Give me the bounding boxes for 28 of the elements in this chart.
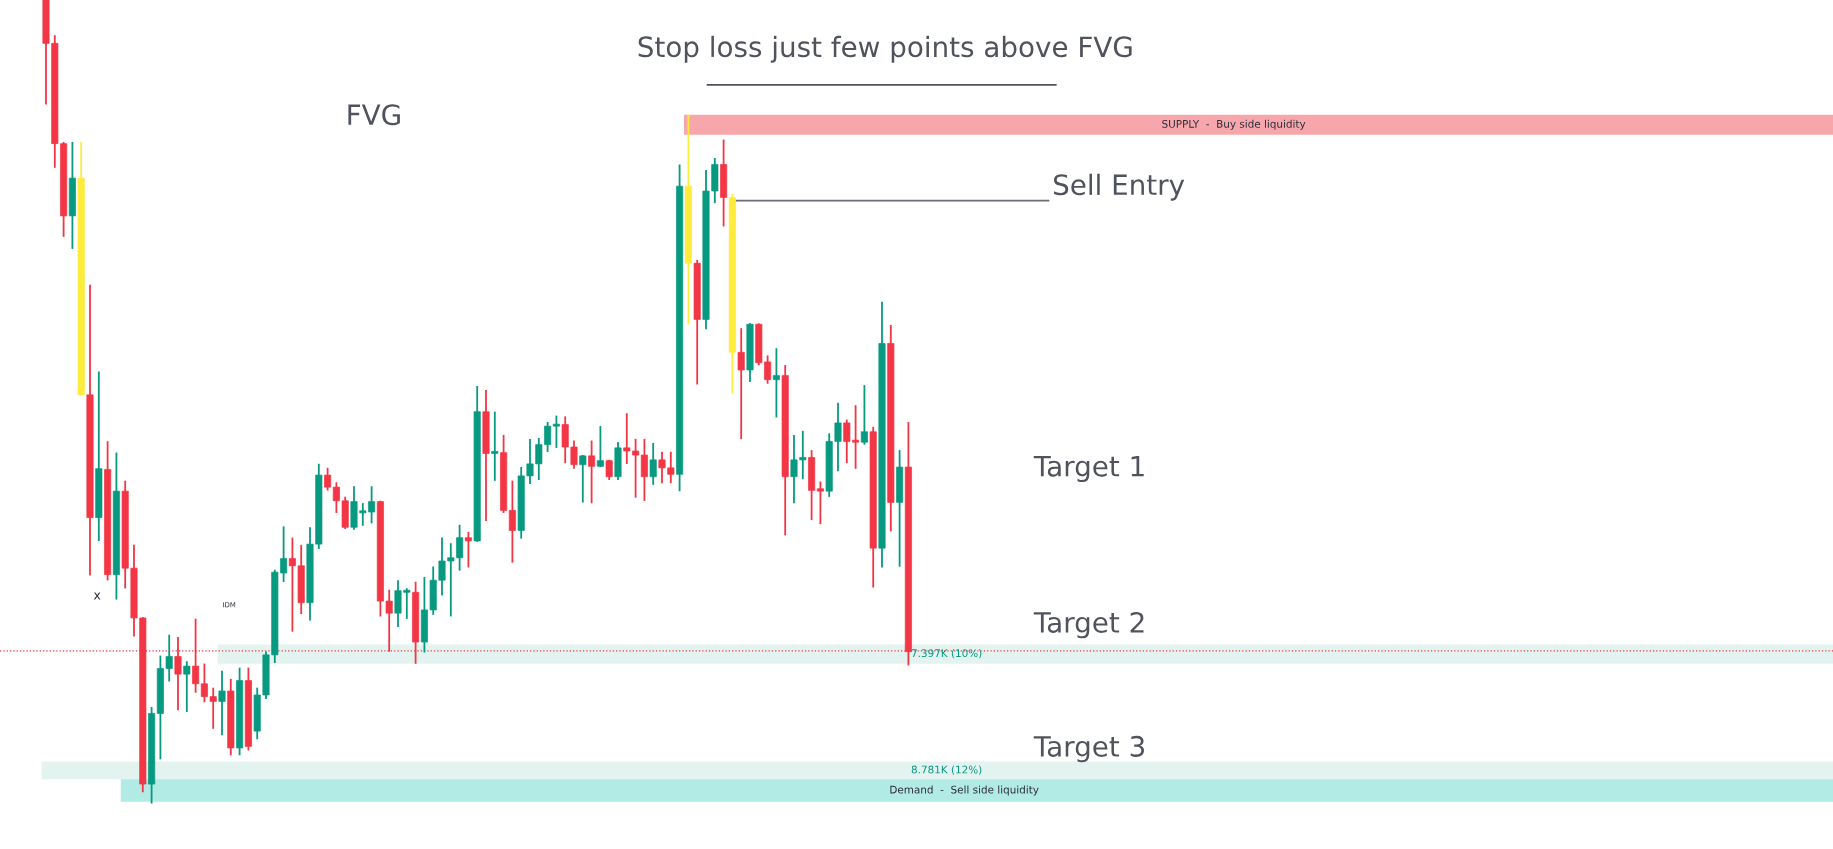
ref-line-label: Sell Entry	[1053, 173, 1185, 201]
candlestick	[588, 440, 596, 504]
text: Target 1	[1033, 456, 1144, 483]
candlestick	[464, 531, 472, 568]
candlestick	[816, 481, 824, 525]
band-label: Demand - Sell side liquidity	[890, 785, 1039, 796]
candlestick	[218, 670, 226, 736]
band-label: SUPPLY - Buy side liquidity	[1162, 119, 1306, 130]
candlestick	[552, 415, 560, 448]
candlestick	[491, 411, 499, 481]
band-label: 7.397K (10%)	[911, 649, 982, 659]
annotation: FVG	[348, 104, 400, 126]
candlestick	[508, 480, 516, 563]
candlestick	[596, 426, 604, 468]
candlestick	[649, 442, 657, 485]
text: Target 3	[1033, 735, 1145, 763]
candlestick	[579, 454, 587, 503]
annotation: x	[93, 592, 101, 600]
text: Target 2	[1033, 611, 1144, 639]
candlestick	[860, 385, 868, 445]
candlestick	[772, 348, 780, 418]
candlestick	[640, 438, 648, 501]
candlestick	[737, 328, 745, 440]
band-label: 8.781K (12%)	[911, 765, 982, 775]
candlestick	[605, 459, 613, 481]
candlestick	[183, 661, 191, 712]
annotation: Stop loss just few points above FVG	[638, 35, 1132, 63]
candlestick	[324, 467, 332, 491]
